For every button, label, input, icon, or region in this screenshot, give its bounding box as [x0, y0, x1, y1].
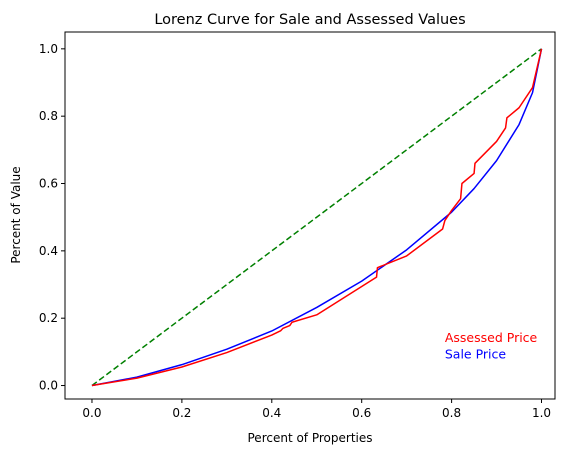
annotation-layer: Assessed Price Sale Price [445, 330, 538, 362]
y-tick-label: 0.0 [39, 379, 58, 393]
x-axis-label: Percent of Properties [248, 431, 373, 445]
y-tick-label: 0.6 [39, 177, 58, 191]
x-axis: 0.0 0.2 0.4 0.6 0.8 1.0 [82, 399, 551, 420]
annotation-sale-price: Sale Price [445, 347, 507, 362]
y-tick-label: 1.0 [39, 42, 58, 56]
y-tick-label: 0.8 [39, 109, 58, 123]
series-layer [91, 48, 543, 387]
chart-title: Lorenz Curve for Sale and Assessed Value… [154, 12, 465, 28]
plot-area-frame [64, 31, 556, 400]
x-tick-label: 0.0 [82, 406, 101, 420]
annotation-assessed-price: Assessed Price [445, 330, 538, 345]
y-tick-label: 0.2 [39, 311, 58, 325]
x-tick-label: 0.8 [442, 406, 461, 420]
x-tick-label: 1.0 [532, 406, 551, 420]
series-line-assessed-price [91, 48, 543, 387]
x-tick-label: 0.6 [352, 406, 371, 420]
x-tick-label: 0.2 [172, 406, 191, 420]
series-line-equality [91, 48, 542, 387]
y-axis: 0.0 0.2 0.4 0.6 0.8 1.0 [39, 42, 65, 393]
y-axis-label: Percent of Value [9, 166, 23, 263]
y-tick-label: 0.4 [39, 244, 58, 258]
x-tick-label: 0.4 [262, 406, 281, 420]
